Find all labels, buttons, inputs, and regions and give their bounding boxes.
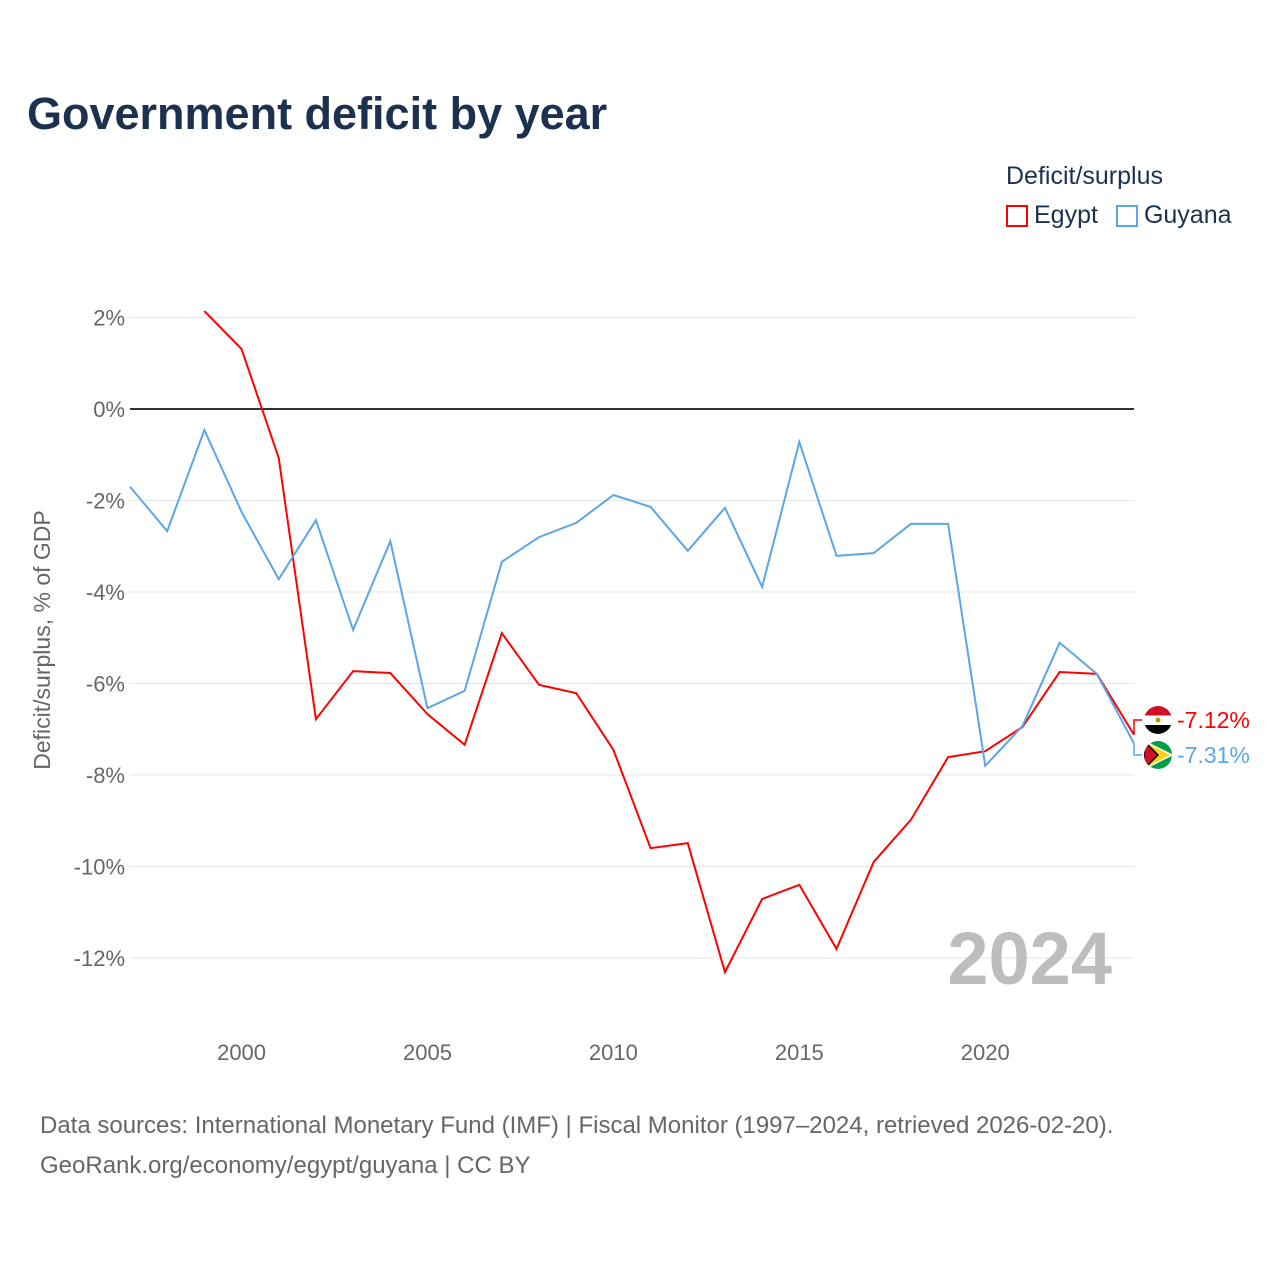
- legend: Deficit/surplus Egypt Guyana: [1006, 162, 1232, 230]
- x-tick-label: 2010: [589, 1040, 638, 1065]
- flag-guyana-icon: [1144, 741, 1172, 769]
- end-connector: [1133, 743, 1142, 756]
- end-label-guyana: -7.31%: [1177, 742, 1250, 768]
- x-tick-label: 2015: [775, 1040, 824, 1065]
- end-label-egypt: -7.12%: [1177, 707, 1250, 733]
- end-connector: [1133, 719, 1142, 735]
- flag-egypt-icon: [1144, 706, 1172, 734]
- legend-title: Deficit/surplus: [1006, 162, 1163, 190]
- y-tick-label: -8%: [86, 763, 125, 788]
- series-line-egypt[interactable]: [203, 310, 1135, 975]
- legend-label-egypt: Egypt: [1034, 201, 1098, 229]
- legend-label-guyana: Guyana: [1143, 201, 1232, 229]
- chart-title: Government deficit by year: [27, 88, 608, 139]
- x-tick-label: 2020: [961, 1040, 1010, 1065]
- attribution-link[interactable]: GeoRank.org/economy/egypt/guyana | CC BY: [40, 1152, 531, 1179]
- y-tick-label: -6%: [86, 672, 125, 697]
- x-tick-label: 2005: [403, 1040, 452, 1065]
- legend-swatch-egypt: [1006, 204, 1028, 227]
- x-tick-label: 2000: [217, 1040, 266, 1065]
- y-tick-label: -2%: [86, 489, 125, 514]
- legend-item-egypt[interactable]: Egypt: [1006, 201, 1098, 230]
- legend-swatch-guyana: [1115, 204, 1138, 227]
- legend-item-guyana[interactable]: Guyana: [1115, 201, 1232, 230]
- y-axis-label: Deficit/surplus, % of GDP: [29, 510, 55, 769]
- y-tick-label: -12%: [74, 946, 125, 971]
- series-line-guyana[interactable]: [129, 427, 1135, 769]
- data-source: Data sources: International Monetary Fun…: [40, 1112, 1114, 1139]
- y-tick-label: 2%: [93, 306, 125, 331]
- footer: Data sources: International Monetary Fun…: [40, 1106, 1113, 1186]
- y-tick-label: -10%: [74, 855, 125, 880]
- y-tick-label: -4%: [86, 580, 125, 605]
- year-watermark: 2024: [947, 917, 1112, 1000]
- y-tick-label: 0%: [93, 397, 125, 422]
